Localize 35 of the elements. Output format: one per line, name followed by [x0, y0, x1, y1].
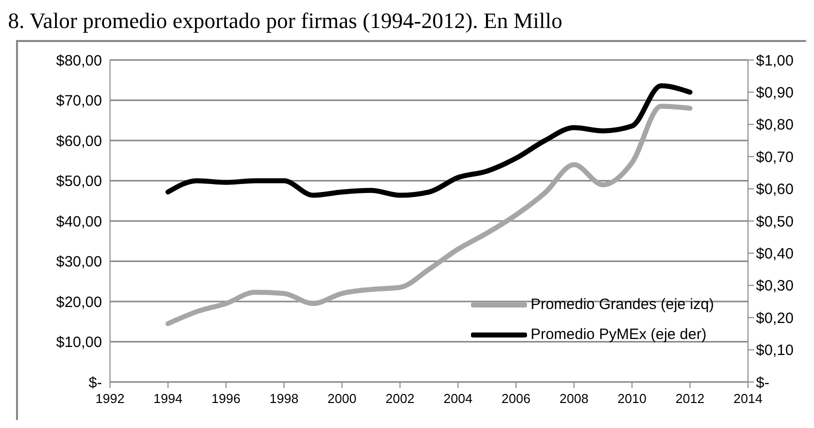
- y-tick-label: $50,00: [56, 173, 102, 190]
- legend-label: Promedio Grandes (eje izq): [530, 295, 714, 315]
- x-tick-label: 1994: [154, 391, 182, 406]
- y-tick-label: $20,00: [56, 294, 102, 311]
- y2-tick-label: $0,70: [756, 148, 794, 166]
- legend-label: Promedio PyMEx (eje der): [530, 325, 706, 345]
- x-tick-label: 1996: [212, 391, 240, 406]
- y-tick-label: $70,00: [56, 92, 102, 110]
- y-tick-label: $80,00: [56, 52, 102, 70]
- x-tick-label: 2008: [560, 391, 588, 406]
- y2-tick-label: $0,90: [756, 84, 794, 102]
- y2-tick-label: $0,30: [756, 278, 794, 295]
- chart-title: 8. Valor promedio exportado por firmas (1994-2012). En Millo: [8, 8, 564, 35]
- y-tick-label: $-: [88, 374, 102, 392]
- x-tick-label: 2010: [618, 391, 646, 406]
- y-tick-label: $30,00: [56, 254, 102, 271]
- x-tick-label: 2014: [734, 391, 762, 406]
- y2-tick-label: $0,10: [756, 342, 794, 360]
- y2-tick-label: $0,20: [756, 310, 794, 327]
- y2-tick-label: $-: [756, 374, 770, 392]
- x-tick-label: 2002: [386, 391, 414, 406]
- y2-tick-label: $0,80: [756, 116, 794, 134]
- y-tick-label: $40,00: [56, 213, 102, 230]
- y-tick-label: $10,00: [56, 334, 102, 352]
- y2-tick-label: $0,40: [756, 246, 794, 263]
- x-tick-label: 2004: [444, 391, 472, 406]
- y-tick-label: $60,00: [56, 132, 102, 150]
- y2-tick-label: $0,50: [756, 213, 794, 230]
- x-tick-label: 1992: [96, 391, 124, 406]
- y2-tick-label: $1,00: [756, 52, 794, 70]
- x-tick-label: 1998: [270, 391, 298, 406]
- x-tick-label: 2012: [676, 391, 704, 406]
- x-tick-label: 2006: [502, 391, 530, 406]
- y2-tick-label: $0,60: [756, 181, 794, 198]
- x-tick-label: 2000: [328, 391, 356, 406]
